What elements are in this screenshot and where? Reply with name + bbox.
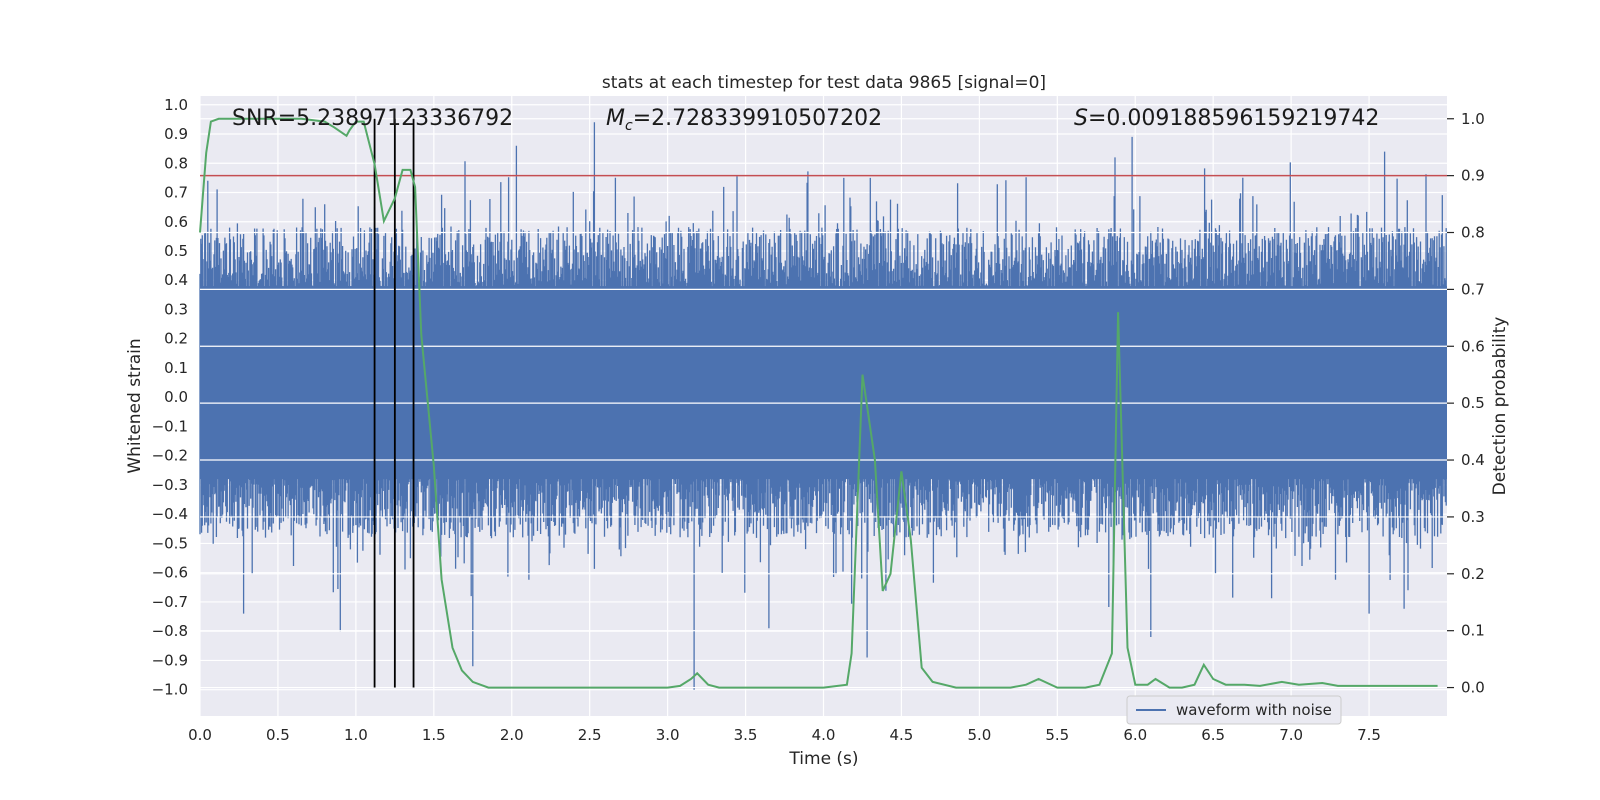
x-tick-label: 7.5 bbox=[1357, 726, 1381, 744]
y-left-tick-label: 0.0 bbox=[164, 388, 188, 406]
x-tick-label: 4.5 bbox=[890, 726, 914, 744]
x-tick-label: 3.0 bbox=[656, 726, 680, 744]
y-right-tick-label: 0.9 bbox=[1461, 167, 1485, 185]
x-tick-label: 4.0 bbox=[812, 726, 836, 744]
legend-box bbox=[1126, 695, 1342, 725]
y-right-tick-label: 1.0 bbox=[1461, 110, 1485, 128]
x-tick-label: 6.5 bbox=[1201, 726, 1225, 744]
x-tick-label: 0.0 bbox=[188, 726, 212, 744]
y-right-tick-label: 0.8 bbox=[1461, 224, 1485, 242]
y-left-tick-label: −0.6 bbox=[152, 564, 188, 582]
y-left-tick-label: −0.4 bbox=[152, 505, 188, 523]
y-left-tick-label: 0.9 bbox=[164, 125, 188, 143]
waveform-core bbox=[200, 286, 1447, 480]
y-axis-label-left: Whitened strain bbox=[125, 338, 145, 473]
y-right-tick-label: 0.1 bbox=[1461, 622, 1485, 640]
y-axis-label-right: Detection probability bbox=[1490, 317, 1510, 496]
x-axis-label: Time (s) bbox=[788, 749, 858, 769]
x-tick-label: 6.0 bbox=[1123, 726, 1147, 744]
y-left-tick-label: 0.8 bbox=[164, 154, 188, 172]
y-left-tick-label: 0.5 bbox=[164, 242, 188, 260]
chirp-mass-value: =2.728339910507202 bbox=[633, 106, 882, 131]
y-left-tick-labels: 1.0 0.9 0.8 0.7 0.6 0.5 0.4 0.3 0.2 0.1 0.0 −0.1 −0.… bbox=[152, 96, 188, 699]
x-tick-label: 0.5 bbox=[266, 726, 290, 744]
y-left-tick-label: 0.2 bbox=[164, 330, 188, 348]
y-right-tick-label: 0.3 bbox=[1461, 508, 1485, 526]
y-left-tick-label: 0.6 bbox=[164, 213, 188, 231]
x-tick-label: 5.5 bbox=[1045, 726, 1069, 744]
vertical-markers bbox=[373, 118, 415, 688]
y-left-tick-label: −0.8 bbox=[152, 622, 188, 640]
y-right-tick-label: 0.7 bbox=[1461, 280, 1485, 298]
x-tick-label: 3.5 bbox=[734, 726, 758, 744]
y-right-tick-labels: 1.0 0.9 0.8 0.7 0.6 0.5 0.4 0.3 0.2 0.1 0.0 bbox=[1447, 110, 1485, 697]
y-left-tick-label: −0.3 bbox=[152, 476, 188, 494]
y-right-tick-label: 0.5 bbox=[1461, 394, 1485, 412]
x-tick-label: 2.5 bbox=[578, 726, 602, 744]
y-right-tick-label: 0.4 bbox=[1461, 451, 1485, 469]
y-left-tick-label: −1.0 bbox=[152, 681, 188, 699]
statistic-annotation: S=0.009188596159219742 bbox=[1074, 106, 1379, 131]
legend: waveform with noise bbox=[1126, 695, 1342, 725]
y-right-tick-label: 0.6 bbox=[1461, 337, 1485, 355]
y-left-tick-label: −0.5 bbox=[152, 534, 188, 552]
y-left-tick-label: −0.2 bbox=[152, 447, 188, 465]
y-left-tick-label: −0.1 bbox=[152, 417, 188, 435]
statistic-value: =0.009188596159219742 bbox=[1088, 106, 1379, 131]
snr-annotation: SNR=5.23897123336792 bbox=[232, 106, 513, 131]
chirp-mass-subscript: c bbox=[625, 118, 633, 134]
x-tick-labels: 0.0 0.5 1.0 1.5 2.0 2.5 3.0 3.5 4.0 4.5 5.0 5.5 6.0 6… bbox=[188, 726, 1381, 744]
y-left-tick-label: 0.3 bbox=[164, 300, 188, 318]
chart-title: stats at each timestep for test data 986… bbox=[602, 73, 1046, 93]
y-left-tick-label: 0.1 bbox=[164, 359, 188, 377]
y-left-tick-label: 0.7 bbox=[164, 184, 188, 202]
x-tick-label: 5.0 bbox=[967, 726, 991, 744]
x-tick-label: 1.0 bbox=[344, 726, 368, 744]
y-left-tick-label: 1.0 bbox=[164, 96, 188, 114]
chirp-mass-symbol: M bbox=[606, 106, 625, 131]
legend-label: waveform with noise bbox=[1176, 701, 1332, 719]
chirp-mass-annotation: Mc=2.728339910507202 bbox=[606, 106, 882, 134]
x-tick-label: 2.0 bbox=[500, 726, 524, 744]
x-tick-label: 1.5 bbox=[422, 726, 446, 744]
waveform-series bbox=[199, 122, 1447, 690]
y-left-tick-label: −0.9 bbox=[152, 651, 188, 669]
x-tick-label: 7.0 bbox=[1279, 726, 1303, 744]
y-right-tick-label: 0.0 bbox=[1461, 679, 1485, 697]
y-left-tick-label: −0.7 bbox=[152, 593, 188, 611]
detection-probability-line bbox=[199, 117, 1438, 689]
y-left-tick-label: 0.4 bbox=[164, 271, 188, 289]
y-right-tick-label: 0.2 bbox=[1461, 565, 1485, 583]
statistic-symbol: S bbox=[1074, 106, 1088, 131]
